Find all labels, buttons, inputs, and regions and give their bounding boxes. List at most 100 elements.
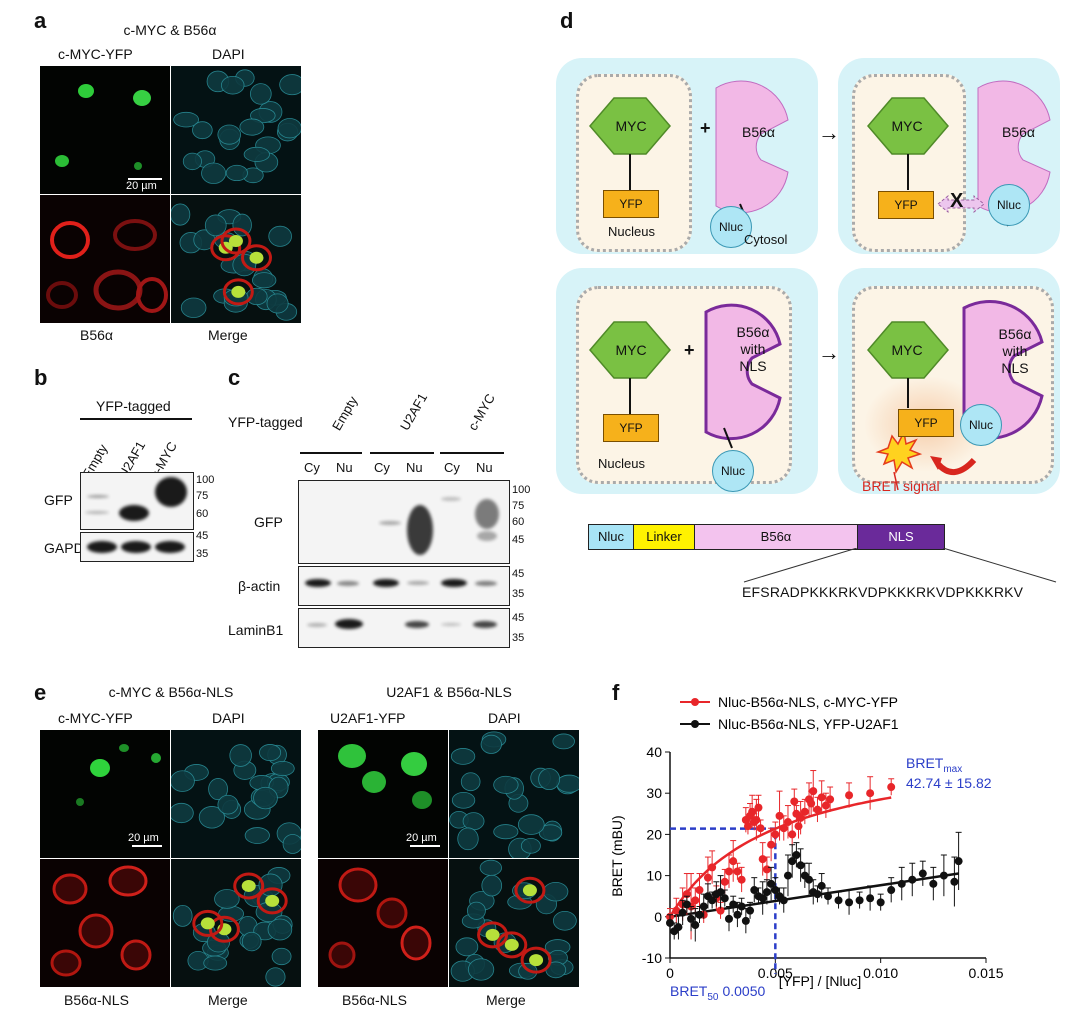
mw-c-45: 45: [512, 534, 525, 546]
micro-e-right-yfp: 20 µm: [318, 730, 448, 858]
data-point-u2af1: [699, 902, 708, 911]
panel-c-frac-4: Nu: [406, 460, 423, 475]
bret50-label: BRET: [670, 983, 708, 999]
data-point-u2af1: [708, 896, 717, 905]
mw-c-75: 75: [512, 500, 525, 512]
data-point-u2af1: [733, 910, 742, 919]
micro-a-dapi: [171, 66, 301, 194]
chart-legend: Nluc-B56α-NLS, c-MYC-YFP Nluc-B56α-NLS, …: [680, 694, 899, 732]
nucleus-stain: [201, 162, 227, 184]
construct-nls: NLS: [857, 524, 945, 550]
data-point-cmyc: [733, 867, 742, 876]
d2-myc: MYC: [891, 118, 923, 134]
nucleus-stain: [239, 118, 265, 136]
nucleus-stain: [552, 733, 575, 750]
data-point-cmyc: [845, 791, 854, 800]
d3-b56a-line1: B56α: [736, 324, 770, 340]
y-tick-label: -10: [642, 950, 662, 966]
d2-yfp: YFP: [878, 191, 934, 219]
panel-c-group-cmyc: c-MYC: [465, 391, 498, 433]
nucleus-stain: [171, 802, 194, 824]
data-point-cmyc: [758, 855, 767, 864]
nucleus-stain: [244, 827, 270, 844]
d3-myc: MYC: [615, 342, 647, 358]
merge-cell-nucleus: [231, 285, 246, 298]
nucleus-stain: [172, 904, 193, 927]
data-point-u2af1: [817, 881, 826, 890]
merge-cell-nucleus: [522, 884, 537, 897]
data-point-cmyc: [821, 801, 830, 810]
e-right-label-b56a: B56α-NLS: [342, 992, 407, 1008]
nucleus-stain: [457, 827, 479, 851]
panel-c-group-u2af1: U2AF1: [397, 390, 431, 433]
mw-c-lamin-35: 35: [512, 632, 525, 644]
data-point-u2af1: [737, 902, 746, 911]
data-point-u2af1: [783, 871, 792, 880]
shapes-d2: [867, 80, 1051, 227]
data-point-u2af1: [695, 910, 704, 919]
data-point-cmyc: [754, 803, 763, 812]
nucleus-stain: [173, 111, 199, 128]
data-point-cmyc: [756, 824, 765, 833]
d-arrow-bottom: →: [818, 340, 840, 365]
data-point-u2af1: [876, 898, 885, 907]
panel-a-label-dapi: DAPI: [212, 46, 245, 62]
data-point-u2af1: [724, 914, 733, 923]
nucleus-stain: [250, 108, 276, 124]
data-point-cmyc: [800, 807, 809, 816]
nucleus-stain: [552, 910, 577, 931]
panel-c-row-actin: β-actin: [238, 578, 281, 594]
data-point-cmyc: [807, 799, 816, 808]
d1-plus: +: [700, 118, 711, 138]
data-point-u2af1: [845, 898, 854, 907]
panel-c-row-gfp: GFP: [254, 514, 283, 530]
micro-e-left-scalebar: 20 µm: [128, 832, 159, 844]
nucleus-stain: [455, 937, 479, 957]
data-point-u2af1: [746, 906, 755, 915]
x-tick-label: 0.005: [758, 965, 793, 981]
legend-label-2: Nluc-B56α-NLS, YFP-U2AF1: [718, 716, 899, 732]
d1-nluc: Nluc: [710, 206, 752, 248]
mw-b-45: 45: [196, 530, 209, 542]
micro-a-b56a: [40, 195, 170, 323]
panel-a-label-b56a: B56α: [80, 327, 114, 343]
data-point-u2af1: [691, 921, 700, 930]
construct-nluc: Nluc: [588, 524, 634, 550]
micro-a-merge: [171, 195, 301, 323]
data-point-u2af1: [666, 918, 674, 927]
data-point-u2af1: [805, 875, 814, 884]
panel-e-left-title: c-MYC & B56α-NLS: [108, 684, 234, 700]
micro-e-right-b56a: [318, 859, 448, 987]
panel-a-label-yfp: c-MYC-YFP: [58, 46, 133, 62]
d3-plus: +: [684, 340, 695, 360]
data-point-u2af1: [897, 879, 906, 888]
merge-cell-nucleus: [485, 928, 500, 941]
data-point-cmyc: [695, 886, 704, 895]
d4-bret-signal: BRET signal: [862, 478, 940, 494]
micro-e-left-b56a: [40, 859, 170, 987]
chart-ylabel: BRET (mBU): [609, 815, 625, 896]
panel-c-line-empty: [300, 452, 362, 454]
panel-a-title: c-MYC & B56α: [123, 22, 217, 38]
data-point-u2af1: [855, 896, 864, 905]
data-point-cmyc: [796, 813, 805, 822]
merge-cell-nucleus: [241, 879, 256, 892]
panel-c-group-empty: Empty: [329, 393, 361, 433]
data-point-cmyc: [724, 867, 733, 876]
y-tick-label: 40: [646, 744, 662, 760]
panel-c-line-cmyc: [440, 452, 504, 454]
panel-e-right-title: U2AF1 & B56α-NLS: [386, 684, 512, 700]
nucleus-stain: [480, 734, 502, 754]
data-point-u2af1: [834, 896, 843, 905]
d1-cytosol-label: Cytosol: [744, 232, 788, 247]
blot-c-actin: [298, 566, 510, 606]
d3-nucleus-label: Nucleus: [598, 456, 645, 471]
data-point-u2af1: [758, 894, 767, 903]
data-point-cmyc: [790, 797, 799, 806]
mw-b-60: 60: [196, 508, 209, 520]
nucleus-stain: [180, 297, 207, 318]
micro-e-left-yfp: 20 µm: [40, 730, 170, 858]
nucleus-stain: [282, 834, 301, 854]
data-point-u2af1: [950, 877, 959, 886]
panel-b-header: YFP-tagged: [96, 398, 171, 414]
